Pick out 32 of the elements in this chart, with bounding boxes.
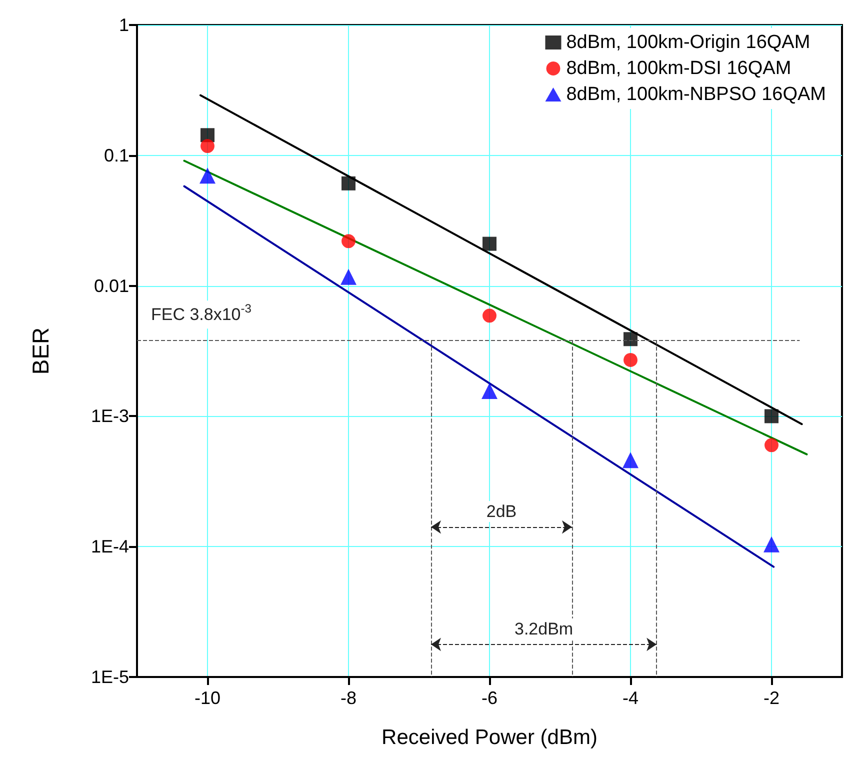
annotation: 3.2dBm (514, 619, 574, 638)
legend-label: 8dBm, 100km-Origin 16QAM (566, 32, 810, 53)
x-tick-label: -10 (194, 688, 221, 708)
x-tick-label: -8 (340, 688, 357, 708)
point (342, 234, 356, 248)
point (764, 409, 778, 424)
y-tick-label: 0.01 (94, 276, 129, 296)
point (200, 168, 216, 184)
point (624, 352, 638, 367)
x-tick-label: -6 (481, 688, 498, 708)
point (340, 268, 356, 285)
y-tick-label: 1E-3 (90, 406, 129, 426)
point (482, 308, 496, 323)
x-tick-label: -4 (622, 688, 639, 708)
x-tick-label: -2 (763, 688, 780, 708)
x-axis-title: Received Power (dBm) (382, 726, 598, 749)
y-tick-label: 1E-5 (90, 667, 129, 687)
legend-label: 8dBm, 100km-NBPSO 16QAM (566, 84, 826, 105)
point (482, 236, 496, 251)
y-tick-label: 1 (118, 15, 129, 35)
point (622, 452, 638, 468)
point (200, 139, 214, 154)
y-tick-label: 1E-4 (90, 536, 129, 557)
point (482, 383, 498, 400)
point (764, 438, 778, 452)
point (764, 536, 780, 552)
y-tick-label: 0.1 (104, 145, 129, 166)
annotation: 2dB (486, 502, 517, 522)
point (624, 332, 638, 346)
y-axis-title: BER (28, 327, 54, 375)
point (342, 176, 356, 190)
legend-label: 8dBm, 100km-DSI 16QAM (566, 58, 792, 79)
